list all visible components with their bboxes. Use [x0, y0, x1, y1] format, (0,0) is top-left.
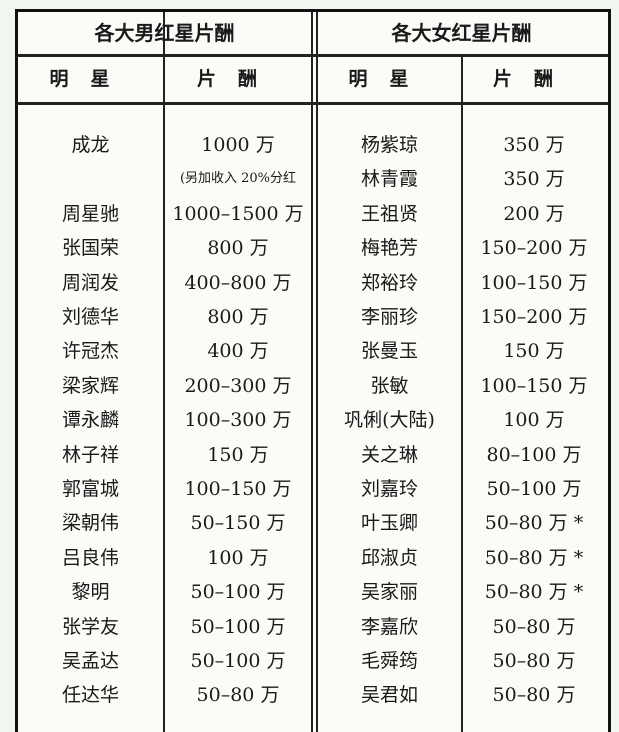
male-star-cell: 张学友 — [61, 615, 119, 638]
female-star-cell: 郑裕玲 — [360, 271, 418, 294]
female-fee-cell: 50–80 万 * — [484, 581, 584, 604]
section-divider — [311, 12, 313, 732]
female-star-cell: 梅艳芳 — [360, 237, 418, 260]
male-fee-cell: 800 万 — [207, 237, 269, 260]
female-star-cell: 王祖贤 — [360, 202, 418, 225]
male-star-cell: 张国荣 — [61, 237, 119, 260]
female-fee-cell: 50–80 万 * — [484, 546, 584, 569]
male-fee-cell: 100 万 — [207, 546, 269, 569]
male-fee-cell: 800 万 — [207, 306, 269, 328]
male-fee-cell: 100–300 万 — [184, 409, 292, 432]
male-star-cell — [18, 162, 163, 196]
female-fee-cell: 50–80 万 — [492, 650, 576, 672]
female-fee-cell: 150–200 万 — [480, 306, 588, 328]
male-star-cell: 成龙 — [71, 134, 110, 156]
female-fee-cell: 150 万 — [503, 340, 565, 363]
female-star-cell: 邱淑贞 — [360, 546, 418, 569]
male-fee-cell: 1000–1500 万 — [172, 202, 304, 225]
male-fee-cell: 1000 万 — [201, 134, 275, 156]
female-star-header: 明星 — [348, 68, 431, 90]
row-divider — [18, 54, 608, 57]
column-divider — [461, 56, 463, 732]
male-star-cell: 梁朝伟 — [61, 512, 119, 535]
female-fee-cell: 50–80 万 — [492, 615, 576, 638]
male-star-cell: 郭富城 — [61, 478, 119, 500]
female-fee-cell: 50–100 万 — [486, 478, 582, 500]
male-fee-header: 片酬 — [196, 68, 279, 90]
female-star-cell: 叶玉卿 — [360, 512, 418, 535]
male-star-cell: 许冠杰 — [61, 340, 119, 363]
male-fee-cell: 50–100 万 — [190, 581, 286, 604]
male-fee-cell: 50–100 万 — [190, 650, 286, 672]
female-star-cell: 林青霞 — [360, 168, 418, 191]
female-fee-cell: 100–150 万 — [480, 271, 588, 294]
male-star-cell: 任达华 — [61, 684, 119, 707]
female-fee-cell: 50–80 万 — [492, 684, 576, 707]
male-fee-cell: 400 万 — [207, 340, 269, 363]
salary-table: 各大男红星片酬 各大女红星片酬 明星 片酬 明星 片酬 成龙 1000 万 杨紫琼 3… — [15, 9, 611, 732]
female-fee-cell: 350 万 — [503, 168, 565, 191]
female-star-cell: 吴家丽 — [360, 581, 418, 604]
male-star-header: 明星 — [49, 68, 132, 90]
male-fee-cell: 50–80 万 — [196, 684, 280, 707]
female-star-cell: 毛舜筠 — [360, 650, 418, 672]
female-fee-cell: 350 万 — [503, 134, 565, 156]
male-star-cell: 吴孟达 — [61, 650, 119, 672]
female-fee-cell: 80–100 万 — [486, 443, 582, 466]
male-fee-cell: 50–150 万 — [190, 512, 286, 535]
female-fee-header: 片酬 — [492, 68, 575, 90]
female-star-cell: 刘嘉玲 — [360, 478, 418, 500]
section-divider — [316, 12, 318, 732]
male-star-cell: 吕良伟 — [61, 546, 119, 569]
female-star-cell: 李丽珍 — [360, 306, 418, 328]
male-star-cell: 黎明 — [71, 581, 110, 604]
male-fee-cell: (另加收入 20%分红 — [179, 171, 297, 187]
male-fee-cell: 150 万 — [207, 443, 269, 466]
female-star-cell: 李嘉欣 — [360, 615, 418, 638]
male-section-title: 各大男红星片酬 — [94, 21, 235, 45]
row-divider — [18, 102, 608, 105]
male-star-cell: 周润发 — [61, 271, 119, 294]
male-star-cell: 刘德华 — [61, 306, 119, 328]
female-fee-cell: 150–200 万 — [480, 237, 588, 260]
female-star-cell: 吴君如 — [360, 684, 418, 707]
female-fee-cell: 200 万 — [503, 202, 565, 225]
female-star-cell: 张敏 — [370, 374, 409, 397]
male-fee-cell: 200–300 万 — [184, 374, 292, 397]
male-star-cell: 林子祥 — [61, 443, 119, 466]
male-fee-cell: 400–800 万 — [184, 271, 292, 294]
female-star-cell: 关之琳 — [360, 443, 418, 466]
female-fee-cell: 100 万 — [503, 409, 565, 432]
female-star-cell: 张曼玉 — [360, 340, 418, 363]
female-fee-cell: 100–150 万 — [480, 374, 588, 397]
female-fee-cell: 50–80 万 * — [484, 512, 584, 535]
female-star-cell: 巩俐(大陆) — [344, 409, 435, 432]
column-divider — [163, 12, 165, 732]
female-star-cell: 杨紫琼 — [360, 134, 418, 156]
male-fee-cell: 50–100 万 — [190, 615, 286, 638]
male-star-cell: 谭永麟 — [61, 409, 119, 432]
male-star-cell: 周星驰 — [61, 202, 119, 225]
male-fee-cell: 100–150 万 — [184, 478, 292, 500]
female-section-title: 各大女红星片酬 — [391, 21, 532, 45]
male-star-cell: 梁家辉 — [61, 374, 119, 397]
